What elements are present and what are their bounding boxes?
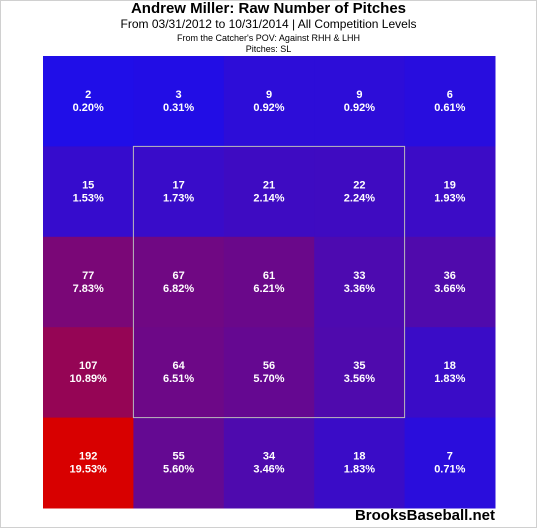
heatmap-cell-r2-c4 (404, 236, 496, 328)
cell-pct-r2-c1: 6.82% (163, 283, 194, 295)
heatmap-cell-r1-c0 (43, 146, 134, 238)
pov-label: From the Catcher's POV: Against RHH & LH… (177, 33, 360, 43)
cell-pct-r0-c2: 0.92% (253, 102, 284, 114)
cell-count-r2-c2: 61 (263, 270, 275, 282)
heatmap-cell-r1-c2 (223, 146, 315, 238)
cell-count-r3-c1: 64 (172, 360, 185, 372)
cell-pct-r0-c4: 0.61% (434, 102, 465, 114)
cell-pct-r3-c4: 1.83% (434, 373, 465, 385)
cell-count-r4-c2: 34 (263, 451, 276, 463)
cell-count-r4-c4: 7 (447, 451, 453, 463)
cell-pct-r1-c2: 2.14% (253, 192, 284, 204)
cell-pct-r3-c2: 5.70% (253, 373, 284, 385)
cell-count-r1-c2: 21 (263, 179, 275, 191)
cell-pct-r2-c0: 7.83% (73, 283, 104, 295)
heatmap-cell-r3-c1 (133, 327, 225, 419)
heatmap-cell-r0-c2 (223, 56, 315, 147)
cell-count-r1-c3: 22 (353, 179, 365, 191)
cell-count-r1-c0: 15 (82, 179, 94, 191)
cell-pct-r2-c2: 6.21% (253, 283, 284, 295)
cell-pct-r2-c4: 3.66% (434, 283, 465, 295)
cell-pct-r1-c3: 2.24% (344, 192, 375, 204)
chart-subtitle: From 03/31/2012 to 10/31/2014 | All Comp… (120, 17, 417, 31)
cell-count-r2-c3: 33 (353, 270, 365, 282)
cell-pct-r3-c1: 6.51% (163, 373, 194, 385)
cell-pct-r4-c3: 1.83% (344, 464, 375, 476)
cell-count-r2-c1: 67 (172, 270, 184, 282)
cell-pct-r0-c1: 0.31% (163, 102, 194, 114)
cell-pct-r1-c1: 1.73% (163, 192, 194, 204)
pitch-type-label: Pitches: SL (245, 44, 292, 54)
cell-pct-r4-c4: 0.71% (434, 464, 465, 476)
cell-pct-r4-c2: 3.46% (253, 464, 284, 476)
heatmap-cell-r4-c4 (404, 417, 496, 509)
cell-count-r4-c3: 18 (353, 451, 365, 463)
heatmap-cell-r0-c0 (43, 56, 134, 147)
heatmap-cell-r3-c4 (404, 327, 496, 419)
cell-count-r0-c3: 9 (356, 89, 362, 101)
heatmap-cell-r0-c1 (133, 56, 225, 147)
heatmap-cell-r4-c0 (43, 417, 134, 509)
heatmap-cell-r4-c1 (133, 417, 225, 509)
cell-count-r0-c4: 6 (447, 89, 453, 101)
heatmap-cell-r0-c3 (314, 56, 406, 147)
cell-pct-r0-c0: 0.20% (73, 102, 104, 114)
cell-pct-r1-c4: 1.93% (434, 192, 465, 204)
heatmap-cell-r0-c4 (404, 56, 496, 147)
cell-pct-r4-c0: 19.53% (70, 464, 108, 476)
cell-pct-r3-c3: 3.56% (344, 373, 375, 385)
heatmap-cell-r3-c2 (223, 327, 315, 419)
cell-count-r3-c4: 18 (444, 360, 456, 372)
cell-count-r2-c4: 36 (444, 270, 456, 282)
cell-count-r1-c1: 17 (172, 179, 184, 191)
cell-count-r1-c4: 19 (444, 179, 456, 191)
heatmap-cell-r2-c0 (43, 236, 134, 328)
cell-count-r0-c2: 9 (266, 89, 272, 101)
heatmap-cell-r4-c2 (223, 417, 315, 509)
heatmap-cell-r2-c3 (314, 236, 406, 328)
heatmap-cell-r1-c4 (404, 146, 496, 238)
cell-count-r4-c0: 192 (79, 451, 97, 463)
cell-pct-r4-c1: 5.60% (163, 464, 194, 476)
heatmap-cell-r1-c3 (314, 146, 406, 238)
cell-pct-r3-c0: 10.89% (70, 373, 108, 385)
watermark: BrooksBaseball.net (354, 507, 495, 524)
cell-pct-r2-c3: 3.36% (344, 283, 375, 295)
heatmap-cell-r2-c2 (223, 236, 315, 328)
cell-count-r3-c2: 56 (263, 360, 275, 372)
chart-title: Andrew Miller: Raw Number of Pitches (130, 0, 407, 17)
cell-count-r2-c0: 77 (82, 270, 94, 282)
cell-count-r4-c1: 55 (172, 451, 184, 463)
cell-pct-r0-c3: 0.92% (344, 102, 375, 114)
cell-count-r0-c0: 2 (85, 89, 91, 101)
heatmap-cell-r3-c0 (43, 327, 134, 419)
cell-pct-r1-c0: 1.53% (73, 192, 104, 204)
heatmap-cell-r4-c3 (314, 417, 406, 509)
heatmap-cell-r1-c1 (133, 146, 225, 238)
cell-count-r3-c3: 35 (353, 360, 365, 372)
strike-zone-outline (132, 145, 406, 419)
cell-count-r0-c1: 3 (176, 89, 182, 101)
heatmap-cell-r3-c3 (314, 327, 406, 419)
cell-count-r3-c0: 107 (79, 360, 97, 372)
heatmap-cell-r2-c1 (133, 236, 225, 328)
